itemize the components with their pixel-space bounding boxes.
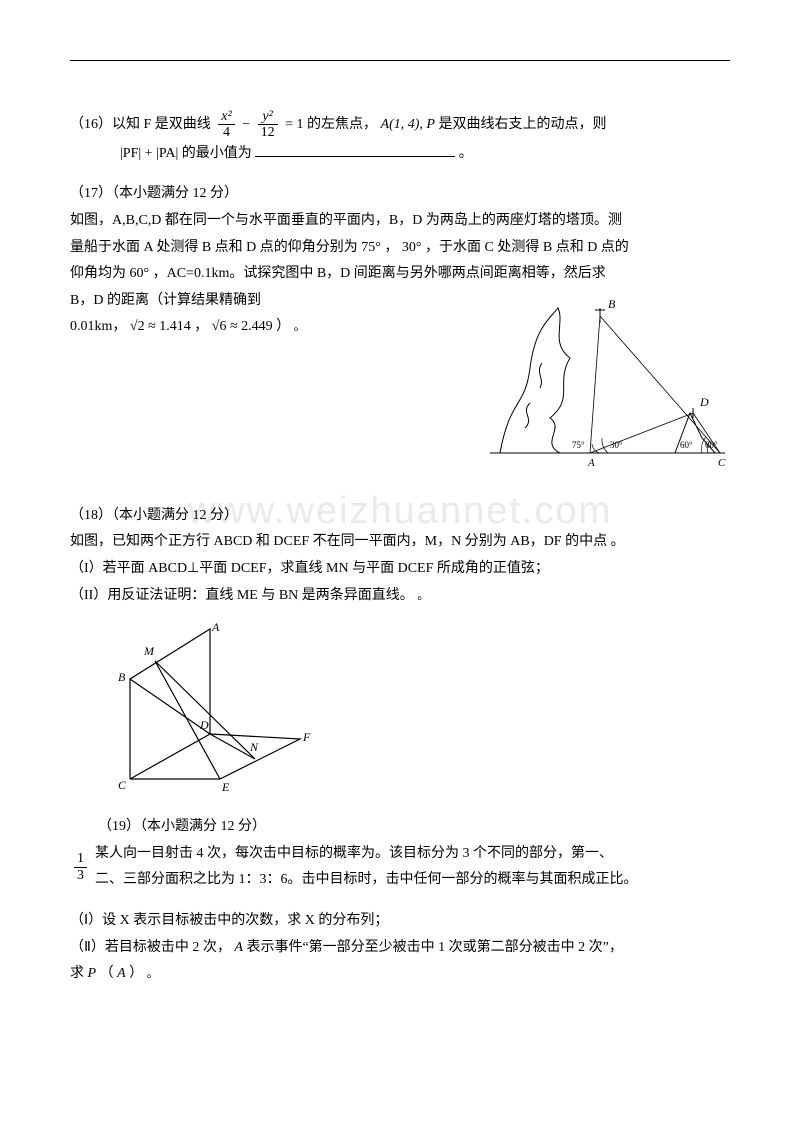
q18-l3: （II）用反证法证明：直线 ME 与 BN 是两条异面直线。 。 [70, 583, 730, 610]
q19-frac-den: 3 [74, 867, 87, 883]
q19-l4: （Ⅱ）若目标被击中 2 次， A 表示事件“第一部分至少被击中 1 次或第二部分… [70, 935, 730, 962]
q17-fig-30: 30° [610, 440, 623, 450]
q17-ang3: 60° [130, 266, 150, 281]
q19-l1: 某人向一目射击 4 次，每次击中目标的概率为。该目标分为 3 个不同的部分，第一… [95, 841, 638, 868]
q17-l5a: 0.01km， [70, 319, 126, 334]
q17-fig-B: B [608, 297, 616, 311]
svg-text:B: B [118, 670, 126, 684]
q17-l2b: ，于水面 C 处测得 B 点和 D 点的 [425, 240, 629, 255]
q16-line1: （16）以知 F 是双曲线 x² 4 − y² 12 = 1 的左焦点， A(1… [70, 109, 730, 141]
q17-fig-60b: 60° [705, 440, 718, 450]
q17-l2: 量船于水面 A 处测得 B 点和 D 点的仰角分别为 75° ， 30° ，于水… [70, 235, 730, 262]
q17-l2a: 量船于水面 A 处测得 B 点和 D 点的仰角分别为 [70, 240, 358, 255]
q19-frac: 1 3 [74, 851, 87, 883]
q19-frac-num: 1 [74, 851, 87, 866]
q16-eq: = 1 [285, 117, 303, 132]
q19-l4a: （Ⅱ）若目标被击中 2 次， [70, 940, 231, 955]
q18-l3-text: （II）用反证法证明：直线 ME 与 BN 是两条异面直线。 [70, 588, 414, 603]
q18-l1: 如图，已知两个正方行 ABCD 和 DCEF 不在同一平面内，M，N 分别为 A… [70, 529, 730, 556]
q17-l3: 仰角均为 60° ，AC=0.1km。试探究图中 B，D 间距离与另外哪两点间距… [70, 261, 730, 288]
q17-fig-C: C [718, 457, 726, 468]
q17-l3b: ，AC=0.1km。试探究图中 B，D 间距离与另外哪两点间距离相等，然后求 [153, 266, 606, 281]
q19-l5i: P [88, 966, 97, 981]
svg-text:A: A [211, 620, 220, 634]
q16-pointA: A(1, 4), P [381, 117, 435, 132]
svg-text:D: D [199, 718, 209, 732]
q19: （19）（本小题满分 12 分） 1 3 某人向一目射击 4 次，每次击中目标的… [70, 814, 730, 988]
q19-body1: 1 3 某人向一目射击 4 次，每次击中目标的概率为。该目标分为 3 个不同的部… [70, 841, 730, 894]
q18: （18）（本小题满分 12 分） 如图，已知两个正方行 ABCD 和 DCEF … [70, 503, 730, 804]
q19-l5b: （ [100, 966, 114, 981]
q16-frac2-num: y² [258, 109, 278, 124]
q16-line2: |PF| + |PA| 的最小值为 。 [70, 141, 730, 168]
q16-prefix: （16）以知 F 是双曲线 [70, 117, 211, 132]
q19-l5a: 求 [70, 966, 88, 981]
q18-heading: （18）（本小题满分 12 分） [70, 503, 730, 530]
q19-l5: 求 P （ A ） 。 [70, 961, 730, 988]
q17-end-mark: 。 [294, 319, 306, 333]
q16-expr: |PF| + |PA| [120, 146, 178, 161]
q19-l4b: 表示事件“第一部分至少被击中 1 次或第二部分被击中 2 次”， [246, 940, 622, 955]
q16-tail: 的最小值为 [182, 146, 252, 161]
q17-fig-75: 75° [572, 440, 585, 450]
svg-text:N: N [249, 740, 259, 754]
q17-ang1: 75° [361, 240, 381, 255]
q16: （16）以知 F 是双曲线 x² 4 − y² 12 = 1 的左焦点， A(1… [70, 109, 730, 167]
q17-heading: （17）（本小题满分 12 分） [70, 181, 730, 208]
q17-fig-A: A [587, 457, 595, 468]
q19-l5c: A [117, 966, 126, 981]
q16-frac2-den: 12 [258, 124, 278, 140]
svg-text:C: C [118, 778, 127, 792]
q18-figure: A B C D E F M N [100, 619, 730, 804]
q16-mid: 的左焦点， [307, 117, 377, 132]
q19-l3: （Ⅰ）设 X 表示目标被击中的次数，求 X 的分布列； [70, 908, 730, 935]
q19-l5d: ） [129, 966, 143, 981]
q16-frac1-den: 4 [218, 124, 234, 140]
q19-l2: 二、三部分面积之比为 1：3：6。击中目标时，击中任何一部分的概率与其面积成正比… [95, 867, 638, 894]
q19-heading: （19）（本小题满分 12 分） [70, 814, 730, 841]
svg-text:M: M [143, 644, 155, 658]
q17-ang2: 30° [402, 240, 422, 255]
q17-l5b: ， [194, 319, 208, 334]
q17-fig-60a: 60° [680, 440, 693, 450]
q19-l4i: A [234, 940, 243, 955]
q18-l2: （I）若平面 ABCD⊥平面 DCEF，求直线 MN 与平面 DCEF 所成角的… [70, 556, 730, 583]
q18-end-mark: 。 [417, 588, 429, 602]
q16-frac1: x² 4 [218, 109, 234, 141]
q16-frac1-num: x² [218, 109, 234, 124]
q16-after: 是双曲线右支上的动点，则 [438, 117, 606, 132]
svg-text:F: F [302, 730, 311, 744]
top-rule [70, 60, 730, 61]
q16-frac2: y² 12 [258, 109, 278, 141]
q17-sqrt2: √2 ≈ 1.414 [130, 319, 191, 334]
q17-l3a: 仰角均为 [70, 266, 126, 281]
q17-figure: B D A C [480, 288, 730, 473]
q17-comma1: ， [384, 240, 398, 255]
q17-sqrt6: √6 ≈ 2.449 [212, 319, 273, 334]
q19-end-mark: 。 [147, 966, 159, 980]
q17: （17）（本小题满分 12 分） 如图，A,B,C,D 都在同一个与水平面垂直的… [70, 181, 730, 472]
q16-period: 。 [459, 146, 473, 161]
q16-minus: − [242, 117, 250, 132]
q17-l1: 如图，A,B,C,D 都在同一个与水平面垂直的平面内，B，D 为两岛上的两座灯塔… [70, 208, 730, 235]
svg-text:E: E [221, 780, 230, 794]
q17-l5c: ） [276, 319, 290, 334]
q16-blank [255, 143, 455, 157]
q17-fig-D: D [699, 395, 709, 409]
